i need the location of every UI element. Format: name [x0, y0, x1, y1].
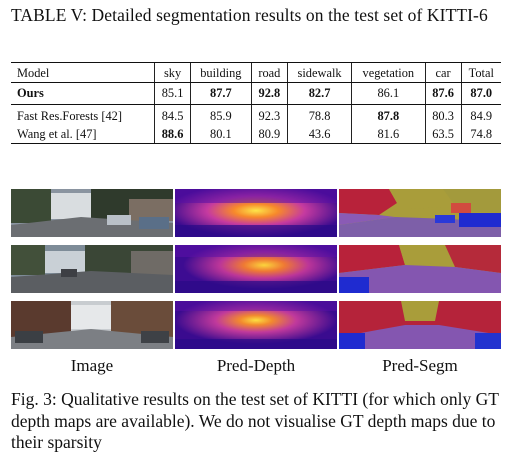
- cell-car: 87.6: [424, 82, 462, 105]
- cell-total: 84.9: [460, 104, 501, 125]
- header-road: road: [250, 62, 288, 83]
- table-row: Wang et al. [47] 88.6 80.1 80.9 43.6 81.…: [11, 125, 501, 144]
- table-header-row: Model sky building road sidewalk vegetat…: [11, 62, 501, 83]
- cell-building: 80.1: [190, 125, 252, 144]
- results-table: Model sky building road sidewalk vegetat…: [11, 62, 501, 144]
- depth-map-2: [175, 245, 337, 293]
- cell-total: 74.8: [460, 125, 501, 144]
- cell-vegetation: 81.6: [351, 125, 426, 144]
- cell-sky: 88.6: [154, 125, 191, 144]
- cell-car: 80.3: [424, 104, 462, 125]
- cell-vegetation: 87.8: [351, 104, 426, 125]
- cell-road: 92.3: [250, 104, 288, 125]
- street-photo-1: [11, 189, 173, 237]
- depth-map-3: [175, 301, 337, 349]
- column-label-image: Image: [70, 356, 114, 375]
- table-row: Fast Res.Forests [42] 84.5 85.9 92.3 78.…: [11, 104, 501, 125]
- cell-sky: 85.1: [154, 82, 191, 105]
- cell-road: 80.9: [250, 125, 288, 144]
- header-sidewalk: sidewalk: [287, 62, 352, 83]
- segmentation-map-2: [339, 245, 501, 293]
- header-building: building: [190, 62, 252, 83]
- depth-map-1: [175, 189, 337, 237]
- header-sky: sky: [154, 62, 191, 83]
- figure-caption: Fig. 3: Qualitative results on the test …: [11, 389, 499, 452]
- header-total: Total: [460, 62, 501, 83]
- cell-total: 87.0: [460, 82, 501, 105]
- cell-building: 87.7: [190, 82, 252, 105]
- cell-sidewalk: 78.8: [287, 104, 352, 125]
- row-model: Fast Res.Forests [42]: [17, 109, 122, 123]
- row-model: Ours: [11, 82, 155, 105]
- qualitative-results-grid: [11, 189, 502, 349]
- cell-vegetation: 86.1: [351, 82, 426, 105]
- cell-road: 92.8: [250, 82, 288, 105]
- street-photo-3: [11, 301, 173, 349]
- segmentation-map-1: [339, 189, 501, 237]
- header-car: car: [424, 62, 462, 83]
- table-caption: TABLE V: Detailed segmentation results o…: [11, 5, 488, 25]
- column-label-pred-depth: Pred-Depth: [216, 356, 296, 375]
- table-row: Ours 85.1 87.7 92.8 82.7 86.1 87.6 87.0: [11, 82, 501, 105]
- header-vegetation: vegetation: [351, 62, 426, 83]
- street-photo-2: [11, 245, 173, 293]
- column-label-pred-segm: Pred-Segm: [382, 356, 458, 375]
- cell-sky: 84.5: [154, 104, 191, 125]
- cell-car: 63.5: [424, 125, 462, 144]
- cell-sidewalk: 82.7: [287, 82, 352, 105]
- row-model: Wang et al. [47]: [11, 125, 155, 144]
- cell-sidewalk: 43.6: [287, 125, 352, 144]
- segmentation-map-3: [339, 301, 501, 349]
- cell-building: 85.9: [190, 104, 252, 125]
- header-model: Model: [11, 62, 155, 83]
